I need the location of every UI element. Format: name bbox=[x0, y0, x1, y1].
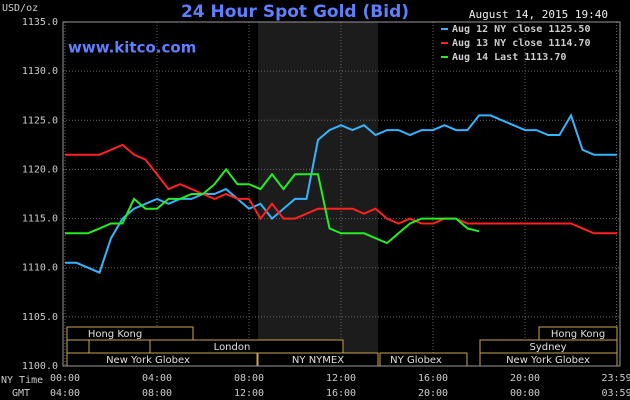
y-tick-label: 1135.0 bbox=[22, 17, 58, 28]
session-label: Hong Kong bbox=[88, 329, 142, 340]
y-tick-label: 1115.0 bbox=[22, 214, 58, 225]
series-line bbox=[65, 167, 480, 245]
x-tick-label: 08:00 bbox=[234, 373, 264, 384]
sessions: Hong Kong Hong Kong London Sydney New Yo… bbox=[66, 326, 618, 367]
gmt-tick-label: 08:00 bbox=[142, 388, 172, 399]
nymex-shade bbox=[258, 22, 378, 366]
y-tick-label: 1125.0 bbox=[22, 115, 58, 126]
x-tick-label: 20:00 bbox=[510, 373, 540, 384]
gmt-label: GMT bbox=[12, 388, 30, 399]
x-tick-label: 00:00 bbox=[50, 373, 80, 384]
y-tick-label: 1105.0 bbox=[22, 312, 58, 323]
ny-time-label: NY Time bbox=[1, 375, 43, 386]
x-tick-label: 23:59 bbox=[601, 373, 630, 384]
gmt-tick-label: 04:00 bbox=[50, 388, 80, 399]
gmt-tick-label: 16:00 bbox=[326, 388, 356, 399]
series-line bbox=[65, 143, 617, 235]
unit: USD/oz bbox=[2, 3, 38, 14]
session-box bbox=[66, 326, 194, 341]
session-label: New York Globex bbox=[506, 355, 590, 366]
x-tick-label: 16:00 bbox=[418, 373, 448, 384]
session-label: NY NYMEX bbox=[292, 355, 344, 366]
session-label: Hong Kong bbox=[551, 329, 605, 340]
gmt-tick-label: 20:00 bbox=[418, 388, 448, 399]
session-label: London bbox=[214, 342, 251, 353]
session-label: New York Globex bbox=[106, 355, 190, 366]
legend-label: Aug 13 NY close 1114.70 bbox=[452, 38, 590, 49]
gmt-tick-label: 00:00 bbox=[510, 388, 540, 399]
legend-label: Aug 14 Last 1113.70 bbox=[452, 52, 566, 63]
plot-frame bbox=[62, 21, 621, 367]
site: www.kitco.com bbox=[68, 39, 196, 57]
x-tick-label: 04:00 bbox=[142, 373, 172, 384]
chart-title: 24 Hour Spot Gold (Bid) bbox=[181, 2, 409, 22]
x-tick-label: 12:00 bbox=[326, 373, 356, 384]
gmt-tick-label: 03:59 bbox=[601, 388, 630, 399]
grid bbox=[63, 21, 620, 367]
series-line bbox=[65, 112, 617, 274]
session-box bbox=[66, 339, 90, 354]
date: August 14, 2015 19:40 bbox=[469, 8, 608, 21]
session-label: Sydney bbox=[529, 342, 566, 353]
y-tick-label: 1130.0 bbox=[22, 66, 58, 77]
y-tick-label: 1120.0 bbox=[22, 164, 58, 175]
y-tick-label: 1100.0 bbox=[22, 361, 58, 372]
session-label: NY Globex bbox=[390, 355, 442, 366]
y-tick-label: 1110.0 bbox=[22, 263, 58, 274]
gmt-tick-label: 12:00 bbox=[234, 388, 264, 399]
legend-label: Aug 12 NY close 1125.50 bbox=[452, 24, 590, 35]
